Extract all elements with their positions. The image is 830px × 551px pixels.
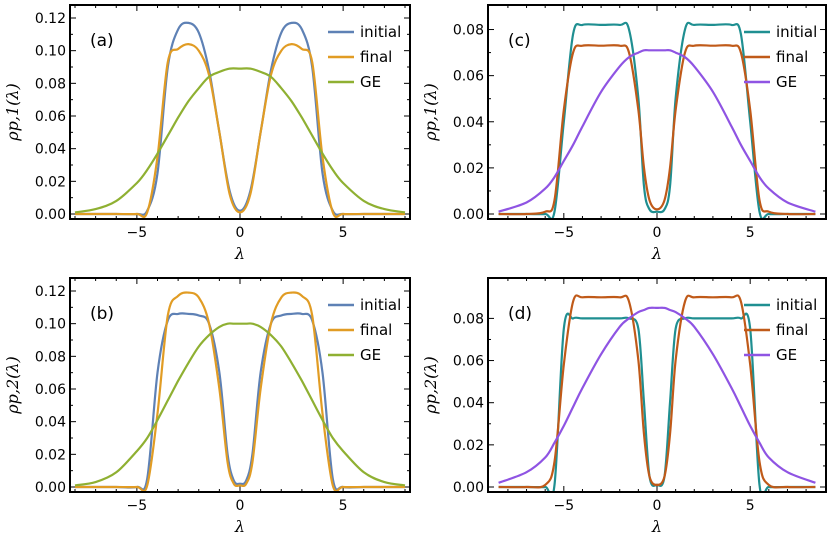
legend-label-final: final bbox=[776, 48, 808, 66]
panel-a: 0.00 0.02 0.04 0.06 0.08 0.10 0.12 −5 0 5 λ ρp,1(λ)… bbox=[3, 4, 411, 263]
series-line-GE bbox=[498, 49, 816, 213]
legend-label-initial: initial bbox=[776, 23, 817, 41]
y-tick-label: 0.00 bbox=[453, 207, 484, 223]
series-line-initial bbox=[498, 312, 816, 491]
series-line-final bbox=[498, 44, 816, 216]
series-line-GE bbox=[74, 322, 406, 487]
series-line-final bbox=[498, 294, 816, 489]
x-tick-label: −5 bbox=[553, 498, 574, 514]
legend-label-final: final bbox=[360, 321, 392, 339]
x-tick-label: 5 bbox=[746, 498, 755, 514]
legend-label-initial: initial bbox=[360, 23, 401, 41]
y-axis-label: ρp,2(λ) bbox=[421, 356, 440, 415]
x-tick-label: 5 bbox=[339, 498, 348, 514]
legend-label-initial: initial bbox=[776, 296, 817, 314]
legend-label-GE: GE bbox=[776, 346, 797, 364]
y-tick-label: 0.00 bbox=[453, 480, 484, 496]
series-line-initial bbox=[74, 312, 406, 491]
y-tick-label: 0.06 bbox=[453, 354, 484, 370]
y-tick-label: 0.10 bbox=[35, 44, 66, 60]
y-tick-label: 0.04 bbox=[35, 142, 66, 158]
legend-label-GE: GE bbox=[360, 73, 381, 91]
x-tick-label: 0 bbox=[653, 498, 662, 514]
panel-c: 0.00 0.02 0.04 0.06 0.08 −5 0 5 λ ρp,1(λ) (c) initi… bbox=[421, 4, 827, 263]
y-axis-label: ρp,1(λ) bbox=[421, 83, 440, 142]
x-tick-label: −5 bbox=[127, 498, 148, 514]
y-tick-label: 0.02 bbox=[453, 161, 484, 177]
panel-b: 0.00 0.02 0.04 0.06 0.08 0.10 0.12 −5 0 5 λ ρp,2(λ)… bbox=[3, 277, 411, 536]
x-tick-label: 5 bbox=[339, 225, 348, 241]
x-axis-label: λ bbox=[651, 244, 662, 263]
y-tick-label: 0.00 bbox=[35, 207, 66, 223]
plot-frame bbox=[69, 277, 411, 493]
panel-label: (b) bbox=[90, 304, 114, 324]
y-tick-label: 0.02 bbox=[35, 174, 66, 190]
x-tick-label: 0 bbox=[236, 498, 245, 514]
y-tick-label: 0.06 bbox=[35, 109, 66, 125]
series-line-final bbox=[75, 42, 405, 218]
y-tick-label: 0.06 bbox=[453, 69, 484, 85]
x-tick-label: 0 bbox=[653, 225, 662, 241]
legend-label-GE: GE bbox=[360, 346, 381, 364]
plot-frame bbox=[69, 4, 411, 220]
y-tick-label: 0.04 bbox=[453, 396, 484, 412]
panel-label: (c) bbox=[508, 31, 531, 51]
y-tick-label: 0.04 bbox=[453, 115, 484, 131]
y-tick-label: 0.08 bbox=[35, 76, 66, 92]
x-tick-label: 5 bbox=[746, 225, 755, 241]
y-tick-label: 0.10 bbox=[35, 317, 66, 333]
x-tick-label: 0 bbox=[236, 225, 245, 241]
y-tick-label: 0.12 bbox=[35, 11, 66, 27]
y-tick-label: 0.08 bbox=[35, 349, 66, 365]
y-tick-label: 0.08 bbox=[453, 311, 484, 327]
series-line-GE bbox=[74, 67, 406, 214]
x-axis-label: λ bbox=[651, 517, 662, 536]
series-line-final bbox=[74, 291, 406, 491]
y-tick-label: 0.02 bbox=[453, 438, 484, 454]
y-tick-label: 0.12 bbox=[35, 284, 66, 300]
y-tick-label: 0.06 bbox=[35, 382, 66, 398]
legend-label-initial: initial bbox=[360, 296, 401, 314]
panel-label: (d) bbox=[508, 304, 532, 324]
y-tick-label: 0.04 bbox=[35, 415, 66, 431]
series-line-initial bbox=[498, 21, 816, 218]
panel-d: 0.00 0.02 0.04 0.06 0.08 −5 0 5 λ ρp,2(λ) (d) initi… bbox=[421, 277, 827, 536]
series-line-initial bbox=[75, 21, 405, 216]
y-axis-label: ρp,1(λ) bbox=[3, 83, 22, 142]
x-tick-label: −5 bbox=[127, 225, 148, 241]
y-tick-label: 0.02 bbox=[35, 447, 66, 463]
legend-label-GE: GE bbox=[776, 73, 797, 91]
y-axis-label: ρp,2(λ) bbox=[3, 356, 22, 415]
y-tick-label: 0.08 bbox=[453, 23, 484, 39]
legend-label-final: final bbox=[360, 48, 392, 66]
x-axis-label: λ bbox=[234, 244, 245, 263]
series-line-GE bbox=[498, 306, 816, 484]
panel-label: (a) bbox=[90, 31, 114, 51]
legend-label-final: final bbox=[776, 321, 808, 339]
x-tick-label: −5 bbox=[553, 225, 574, 241]
y-tick-label: 0.00 bbox=[35, 480, 66, 496]
x-axis-label: λ bbox=[234, 517, 245, 536]
